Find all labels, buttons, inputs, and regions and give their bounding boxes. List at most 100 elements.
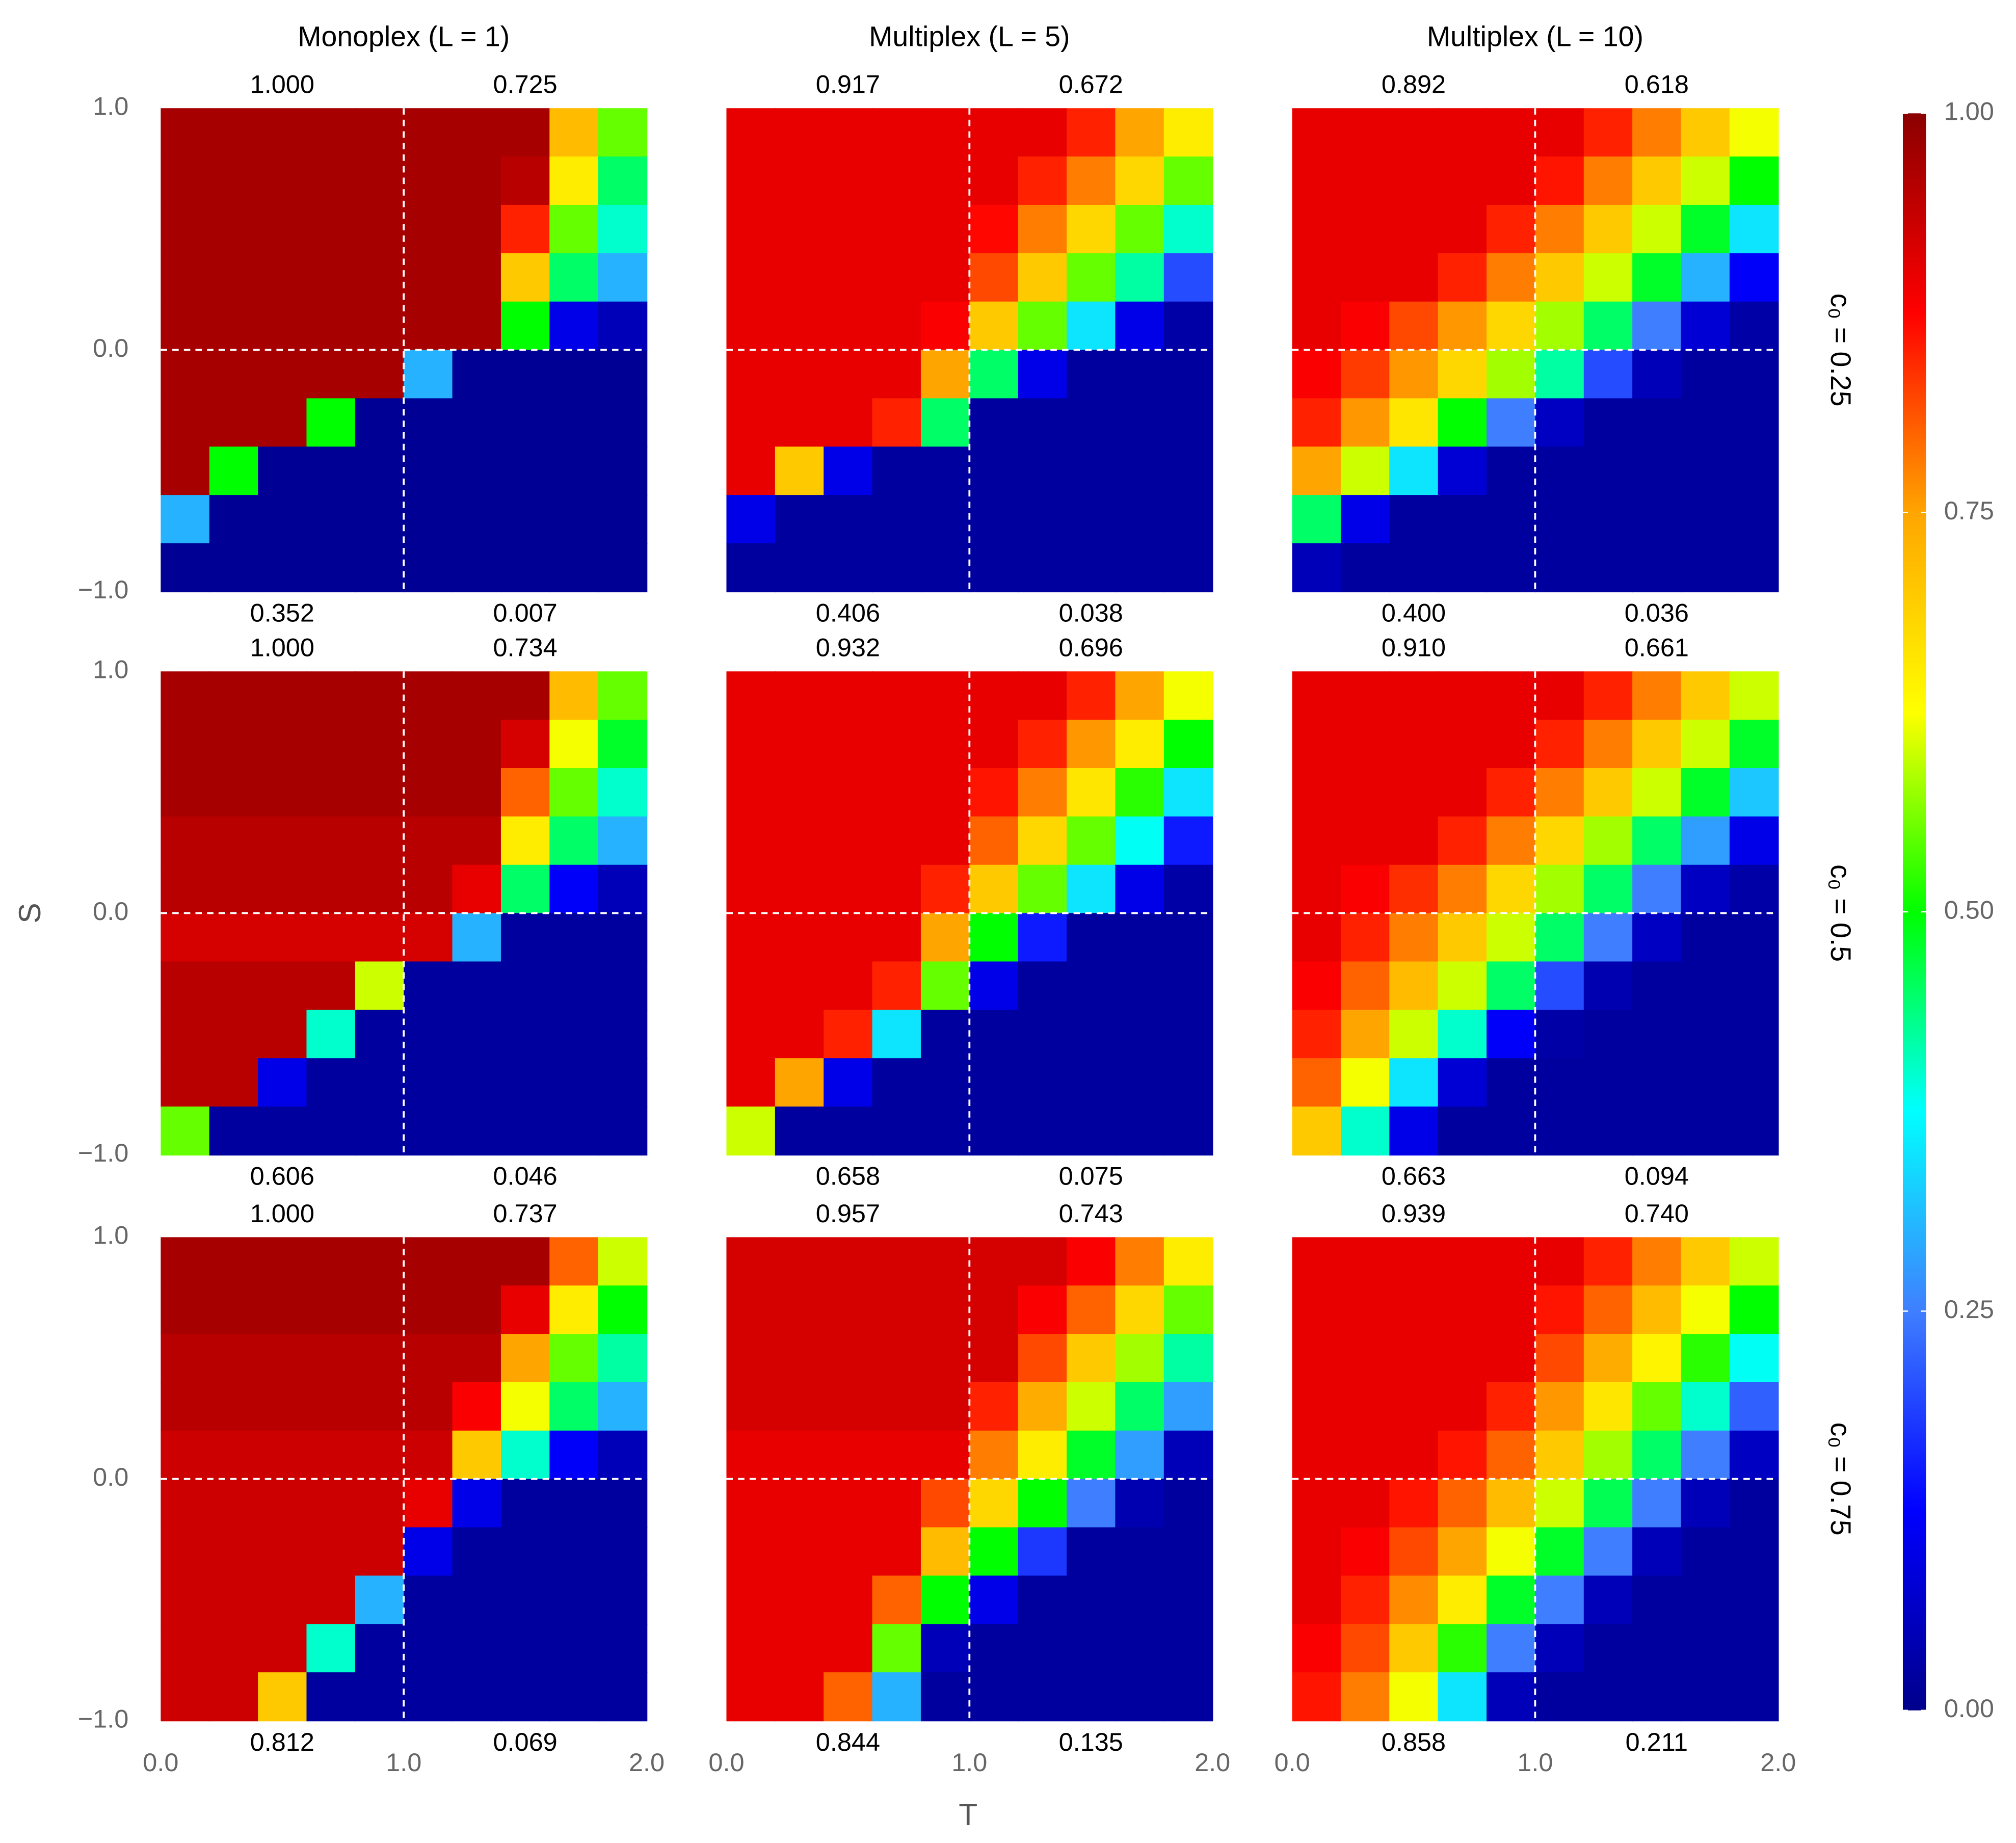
heat-cell	[161, 156, 210, 206]
heat-cell	[209, 816, 259, 865]
heat-cell	[306, 864, 356, 914]
heat-cell	[549, 398, 599, 447]
heat-cell	[1292, 1107, 1342, 1156]
heat-cell	[500, 398, 550, 447]
heat-cell	[1163, 1672, 1213, 1722]
heat-cell	[1067, 156, 1116, 206]
heat-cell	[1583, 816, 1633, 865]
heat-cell	[1535, 398, 1585, 447]
heat-cell	[209, 1285, 259, 1335]
heat-cell	[404, 398, 453, 447]
row-label: c₀ = 0.5	[1825, 864, 1856, 962]
heat-cell	[161, 350, 210, 399]
heat-cell	[452, 1624, 502, 1673]
heat-cell	[500, 1527, 550, 1576]
heat-cell	[1535, 913, 1585, 962]
heat-cell	[1583, 350, 1633, 399]
heat-cell	[598, 204, 648, 254]
heat-cell	[1067, 108, 1116, 157]
heat-cell	[404, 671, 453, 721]
heat-cell	[598, 1527, 648, 1576]
heat-cell	[549, 253, 599, 302]
heat-cell	[969, 913, 1019, 962]
heat-cell	[1729, 1237, 1779, 1286]
heat-cell	[258, 108, 307, 157]
heat-cell	[549, 1382, 599, 1432]
x-tick-label: 0.0	[1275, 1748, 1310, 1777]
quadrant-value: 0.661	[1625, 633, 1689, 662]
heat-cell	[1340, 720, 1390, 769]
y-tick-label: 0.0	[93, 897, 128, 926]
heat-cell	[209, 1479, 259, 1528]
heat-cell	[161, 1010, 210, 1059]
heat-cell	[824, 253, 873, 302]
heat-cell	[161, 108, 210, 157]
heat-cell	[1632, 1010, 1682, 1059]
heat-cell	[1681, 1334, 1731, 1383]
heat-cell	[872, 1479, 922, 1528]
heat-cell	[306, 816, 356, 865]
heat-cell	[500, 1575, 550, 1625]
heat-cell	[1729, 961, 1779, 1011]
heat-cell	[1729, 398, 1779, 447]
heat-cell	[1681, 816, 1731, 865]
quadrant-value: 0.406	[816, 598, 880, 627]
heat-cell	[549, 961, 599, 1011]
heat-cell	[1729, 1010, 1779, 1059]
heat-cell	[1389, 1237, 1439, 1286]
quadrant-value: 0.658	[816, 1162, 880, 1191]
heat-cell	[1487, 671, 1536, 721]
heat-cell	[1583, 1382, 1633, 1432]
heat-cell	[872, 495, 922, 544]
quadrant-value: 0.892	[1382, 70, 1446, 99]
heat-cell	[500, 1010, 550, 1059]
heat-cell	[1292, 350, 1342, 399]
heat-cell	[1729, 495, 1779, 544]
quadrant-value: 0.740	[1625, 1199, 1689, 1228]
heat-cell	[258, 671, 307, 721]
heat-cell	[161, 1672, 210, 1722]
heat-cell	[1438, 156, 1488, 206]
heat-cell	[209, 1107, 259, 1156]
heat-cell	[355, 1430, 405, 1480]
heat-cell	[1729, 204, 1779, 254]
heat-cell	[1583, 1237, 1633, 1286]
heat-cell	[355, 1010, 405, 1059]
heat-cell	[824, 108, 873, 157]
heat-cell	[1115, 1624, 1165, 1673]
heat-cell	[1067, 1010, 1116, 1059]
heat-cell	[1115, 720, 1165, 769]
heat-cell	[355, 543, 405, 593]
heat-cell	[726, 301, 776, 351]
heat-cell	[775, 864, 825, 914]
heat-cell	[404, 816, 453, 865]
heat-cell	[355, 1382, 405, 1432]
heat-cell	[1632, 816, 1682, 865]
heat-cell	[1681, 204, 1731, 254]
heat-cell	[355, 204, 405, 254]
heat-cell	[969, 1010, 1019, 1059]
heat-cell	[1487, 1479, 1536, 1528]
heat-cell	[1389, 253, 1439, 302]
heat-cell	[209, 1334, 259, 1383]
heat-cell	[1438, 1010, 1488, 1059]
heat-cell	[549, 1334, 599, 1383]
heat-cell	[355, 156, 405, 206]
heat-cell	[1018, 1430, 1068, 1480]
heat-cell	[726, 1430, 776, 1480]
heat-cell	[1389, 156, 1439, 206]
heat-cell	[1535, 1285, 1585, 1335]
heat-cell	[1163, 108, 1213, 157]
heat-cell	[258, 350, 307, 399]
heat-cell	[1681, 1285, 1731, 1335]
heat-cell	[1340, 1010, 1390, 1059]
heat-cell	[258, 1334, 307, 1383]
heat-cell	[1535, 1334, 1585, 1383]
heat-cell	[1163, 913, 1213, 962]
heat-cell	[1292, 108, 1342, 157]
heat-cell	[355, 1058, 405, 1108]
quadrant-value: 0.618	[1625, 70, 1689, 99]
heat-cell	[1681, 1624, 1731, 1673]
heat-cell	[775, 1237, 825, 1286]
heat-cell	[1729, 864, 1779, 914]
